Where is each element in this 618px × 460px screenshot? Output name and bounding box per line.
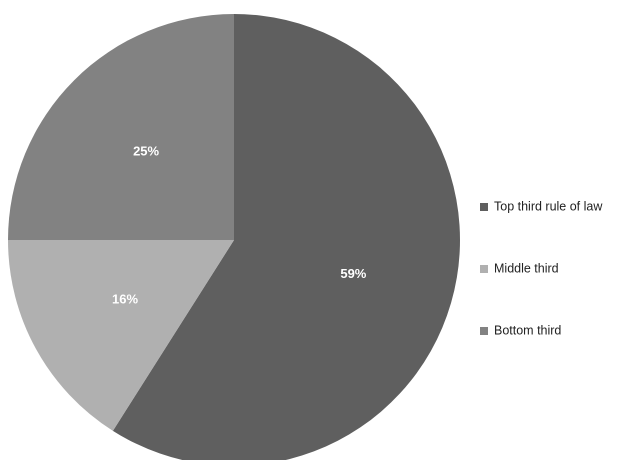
pie-data-label: 16% [112,291,138,306]
pie-slice-bottom-third [8,14,234,240]
legend-swatch [480,203,488,211]
legend-swatch [480,327,488,335]
legend: Top third rule of law Middle third Bottom … [480,199,603,337]
pie-data-labels: 59% 16% 25% [112,144,367,307]
pie-data-label: 59% [340,266,366,281]
legend-label: Bottom third [494,323,561,337]
legend-label: Top third rule of law [494,199,603,213]
pie-slice-top-third-rule-of-law [112,14,460,460]
pie-slice-middle-third [8,240,234,431]
pie-data-label: 25% [133,144,159,159]
pie-slices [8,14,460,460]
legend-swatch [480,265,488,273]
legend-label: Middle third [494,261,559,275]
